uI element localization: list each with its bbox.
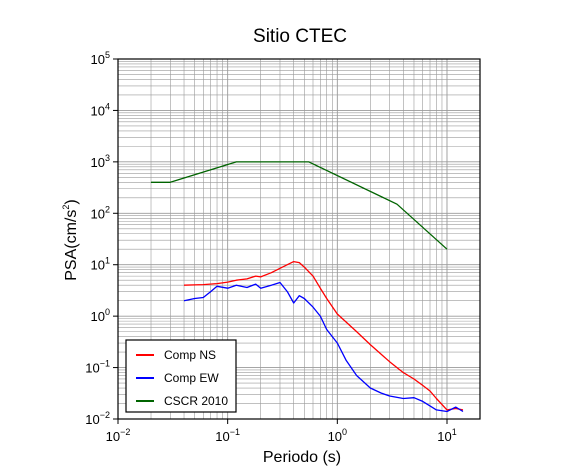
- chart-title: Sitio CTEC: [253, 26, 347, 47]
- y-tick-label: 100: [91, 307, 110, 324]
- y-tick-label-base: 10: [85, 412, 99, 427]
- x-tick-label-base: 10: [328, 429, 342, 444]
- y-tick-label: 10−2: [85, 410, 110, 427]
- legend-label-comp-ew: Comp EW: [164, 371, 219, 385]
- x-tick-label-base: 10: [437, 429, 451, 444]
- y-tick-label-exp: 4: [105, 101, 110, 111]
- y-tick-label-base: 10: [91, 103, 105, 118]
- y-tick-label-exp: 2: [105, 204, 110, 214]
- y-tick-label-exp: 0: [105, 307, 110, 317]
- x-tick-label: 100: [328, 427, 347, 444]
- y-axis-label-sup: 2: [61, 205, 71, 210]
- x-tick-label-exp: −1: [230, 427, 240, 437]
- y-axis-label: PSA(cm/s2): [61, 199, 80, 280]
- y-axis-label-base: PSA(cm/s: [63, 210, 80, 281]
- y-tick-label-base: 10: [85, 361, 99, 376]
- y-tick-label-base: 10: [91, 52, 105, 67]
- y-tick-label-exp: 3: [105, 153, 110, 163]
- x-axis-label: Periodo (s): [263, 449, 341, 466]
- y-tick-label-base: 10: [91, 206, 105, 221]
- x-tick-label-base: 10: [106, 429, 120, 444]
- y-tick-label-base: 10: [91, 309, 105, 324]
- y-tick-label: 101: [91, 256, 110, 273]
- legend-label-comp-ns: Comp NS: [164, 348, 216, 362]
- series-line-comp-ew: [183, 281, 464, 413]
- y-axis-label-close: ): [63, 199, 80, 204]
- series-layer: [151, 161, 464, 413]
- y-tick-label: 102: [91, 204, 110, 221]
- y-tick-label-exp: −1: [100, 359, 110, 369]
- y-tick-label: 10−1: [85, 359, 110, 376]
- x-tick-label-exp: −2: [120, 427, 130, 437]
- y-tick-label: 105: [91, 50, 110, 67]
- y-tick-label: 103: [91, 153, 110, 170]
- x-tick-label-exp: 1: [452, 427, 457, 437]
- plot-frame: [117, 58, 481, 420]
- x-tick-label: 101: [437, 427, 456, 444]
- legend-label-cscr-2010: CSCR 2010: [164, 394, 228, 408]
- y-tick-label-base: 10: [91, 155, 105, 170]
- series-line-comp-ns: [183, 260, 464, 411]
- x-tick-label-exp: 0: [342, 427, 347, 437]
- legend: Comp NS Comp EW CSCR 2010: [125, 339, 237, 413]
- x-tick-label: 10−2: [106, 427, 131, 444]
- x-tick-label-base: 10: [215, 429, 229, 444]
- grid: [117, 58, 481, 420]
- y-tick-label-base: 10: [91, 258, 105, 273]
- y-tick-label-exp: −2: [100, 410, 110, 420]
- series-line-cscr-2010: [151, 161, 448, 250]
- x-tick-label: 10−1: [215, 427, 240, 444]
- y-tick-label-exp: 1: [105, 256, 110, 266]
- y-tick-label-exp: 5: [105, 50, 110, 60]
- y-tick-label: 104: [91, 101, 110, 118]
